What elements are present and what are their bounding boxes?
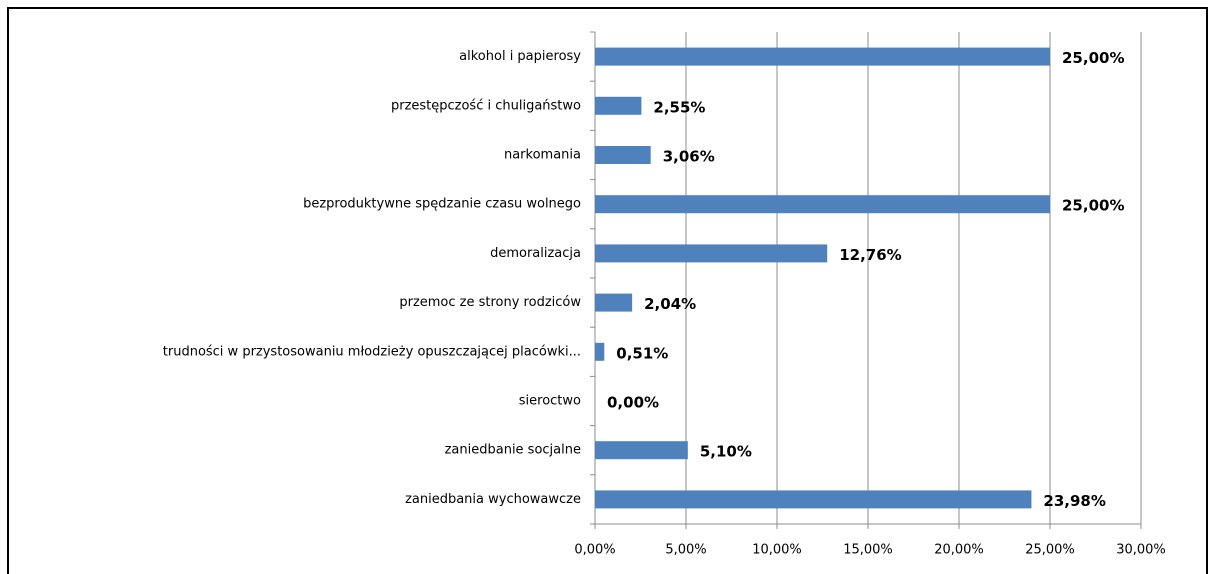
x-tick-label: 20,00% <box>934 543 984 558</box>
x-tick-label: 5,00% <box>665 543 706 558</box>
frame <box>7 7 1208 574</box>
y-tick-label: trudności w przystosowaniu młodzieży opu… <box>163 344 581 359</box>
bar <box>595 490 1032 509</box>
bar <box>595 96 642 115</box>
bar <box>595 244 828 263</box>
y-tick-label: zaniedbanie socjalne <box>445 443 581 458</box>
x-tick-label: 10,00% <box>752 543 802 558</box>
value-label: 25,00% <box>1062 49 1124 67</box>
bar <box>595 293 633 312</box>
value-label: 2,55% <box>653 98 705 116</box>
bar <box>595 47 1050 66</box>
y-tick-label: zaniedbania wychowawcze <box>405 492 581 507</box>
x-tick-label: 25,00% <box>1025 543 1075 558</box>
y-tick-label: demoralizacja <box>490 246 581 261</box>
x-tick-label: 0,00% <box>574 543 615 558</box>
bar <box>595 195 1050 214</box>
value-label: 3,06% <box>663 148 715 166</box>
y-tick-label: przemoc ze strony rodziców <box>399 295 581 310</box>
y-tick-label: bezproduktywne spędzanie czasu wolnego <box>303 197 581 212</box>
y-tick-label: sieroctwo <box>519 394 581 409</box>
value-label: 0,00% <box>607 394 659 412</box>
value-label: 23,98% <box>1043 492 1105 510</box>
value-label: 5,10% <box>700 443 752 461</box>
y-tick-label: narkomania <box>504 148 581 163</box>
value-label: 25,00% <box>1062 197 1124 215</box>
value-label: 2,04% <box>644 295 696 313</box>
x-tick-label: 15,00% <box>843 543 893 558</box>
bar <box>595 146 651 164</box>
y-tick-label: przestępczość i chuligaństwo <box>391 98 581 113</box>
value-label: 0,51% <box>616 344 668 362</box>
bar <box>595 441 688 460</box>
bar <box>595 342 605 361</box>
y-tick-label: alkohol i papierosy <box>459 49 581 64</box>
value-label: 12,76% <box>839 246 901 264</box>
x-tick-label: 30,00% <box>1116 543 1166 558</box>
